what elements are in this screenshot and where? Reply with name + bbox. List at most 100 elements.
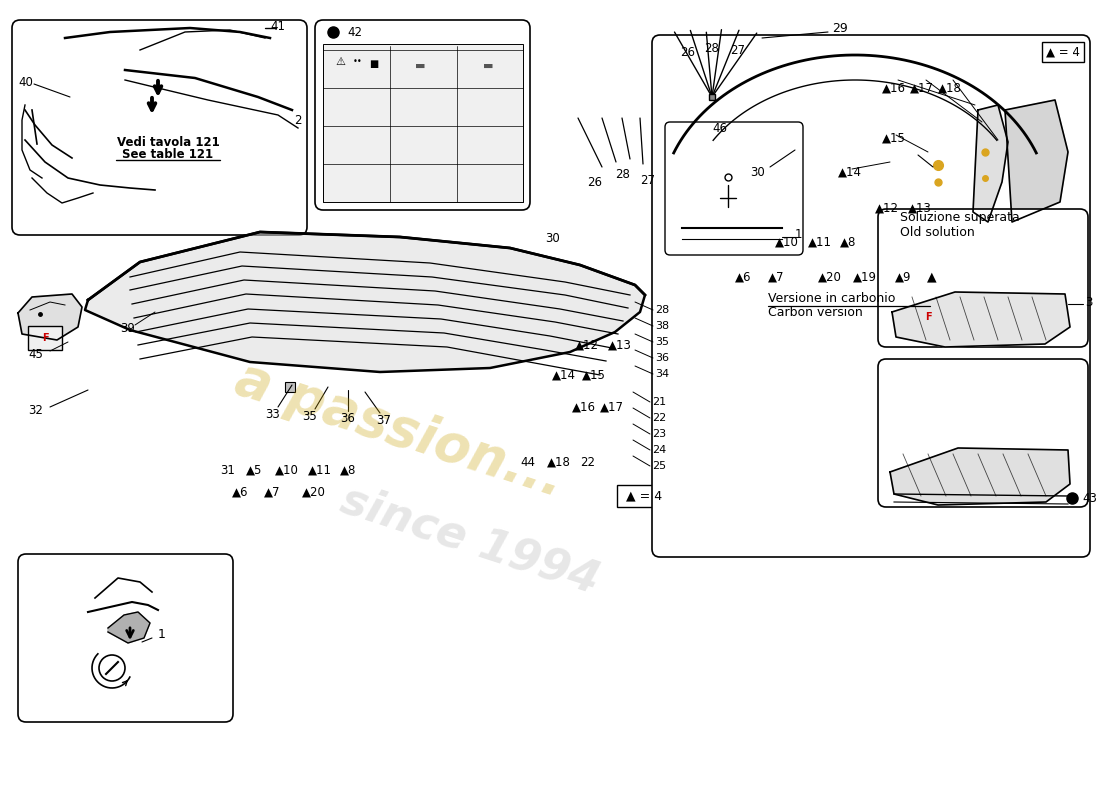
Text: ▲17: ▲17 [910, 82, 934, 94]
Text: Soluzione superata: Soluzione superata [900, 210, 1020, 223]
Text: a passion...: a passion... [229, 353, 571, 507]
Text: ⚠: ⚠ [336, 57, 345, 67]
Text: ▲5: ▲5 [246, 463, 263, 477]
Text: F: F [42, 333, 48, 343]
FancyBboxPatch shape [652, 35, 1090, 557]
Text: ▲20: ▲20 [302, 486, 326, 498]
Polygon shape [974, 105, 1008, 222]
Text: 36: 36 [654, 353, 669, 363]
Text: 41: 41 [271, 21, 286, 34]
Polygon shape [892, 292, 1070, 347]
Text: 2: 2 [295, 114, 301, 126]
Text: ▲16: ▲16 [572, 401, 596, 414]
Text: ■: ■ [370, 59, 378, 69]
Text: ▲6: ▲6 [735, 270, 751, 283]
Text: 30: 30 [750, 166, 766, 178]
Bar [28, 326, 62, 350]
Text: 36: 36 [341, 413, 355, 426]
Text: 28: 28 [654, 305, 669, 315]
Text: 44: 44 [520, 455, 536, 469]
Text: 1: 1 [158, 629, 166, 642]
Text: ▲14: ▲14 [552, 369, 576, 382]
Text: ••: •• [353, 58, 363, 66]
Text: ▲17: ▲17 [600, 401, 624, 414]
Text: ▬: ▬ [415, 61, 426, 71]
Text: 31: 31 [221, 463, 235, 477]
Bar [323, 44, 522, 202]
Text: ▲12: ▲12 [874, 202, 899, 214]
Text: 27: 27 [640, 174, 656, 186]
Text: ▲10: ▲10 [776, 235, 799, 249]
FancyBboxPatch shape [878, 359, 1088, 507]
Polygon shape [1005, 100, 1068, 222]
Bar [285, 382, 295, 392]
FancyBboxPatch shape [666, 122, 803, 255]
Text: ▲20: ▲20 [818, 270, 842, 283]
FancyBboxPatch shape [315, 20, 530, 210]
Text: 27: 27 [730, 43, 746, 57]
Text: ▲15: ▲15 [582, 369, 606, 382]
Text: ▲12: ▲12 [575, 338, 600, 351]
Text: 28: 28 [705, 42, 719, 54]
Polygon shape [108, 612, 150, 643]
Text: Vedi tavola 121: Vedi tavola 121 [117, 135, 219, 149]
Text: ▲ = 4: ▲ = 4 [1046, 46, 1080, 58]
Text: ▲10: ▲10 [275, 463, 299, 477]
Text: 32: 32 [28, 403, 43, 417]
Text: 25: 25 [652, 461, 667, 471]
Text: 45: 45 [28, 349, 43, 362]
Text: 21: 21 [652, 397, 667, 407]
Text: ▲11: ▲11 [808, 235, 832, 249]
Text: ▲7: ▲7 [768, 270, 784, 283]
Text: 37: 37 [376, 414, 392, 427]
Text: ▲ = 4: ▲ = 4 [626, 490, 662, 502]
Text: 46: 46 [713, 122, 727, 135]
Text: 3: 3 [1085, 295, 1092, 309]
Text: 35: 35 [654, 337, 669, 347]
Polygon shape [18, 294, 82, 340]
Text: 24: 24 [652, 445, 667, 455]
Text: 30: 30 [546, 231, 560, 245]
Text: ▲13: ▲13 [608, 338, 631, 351]
FancyBboxPatch shape [18, 554, 233, 722]
Text: F: F [925, 312, 932, 322]
Text: 39: 39 [120, 322, 135, 334]
Text: Carbon version: Carbon version [768, 306, 862, 318]
Text: ▲7: ▲7 [264, 486, 280, 498]
Text: ▲13: ▲13 [908, 202, 932, 214]
FancyBboxPatch shape [12, 20, 307, 235]
FancyBboxPatch shape [878, 209, 1088, 347]
Text: 23: 23 [652, 429, 667, 439]
Text: 43: 43 [1082, 491, 1097, 505]
Text: 26: 26 [587, 175, 603, 189]
Text: Old solution: Old solution [900, 226, 975, 238]
Text: Versione in carbonio: Versione in carbonio [768, 291, 895, 305]
Text: ▲19: ▲19 [852, 270, 877, 283]
Text: 28: 28 [616, 169, 630, 182]
Bar [617, 485, 672, 507]
Polygon shape [890, 448, 1070, 505]
Text: ▲15: ▲15 [882, 131, 906, 145]
Text: ▲18: ▲18 [547, 455, 571, 469]
Text: 33: 33 [265, 409, 280, 422]
Text: ▲8: ▲8 [340, 463, 356, 477]
Text: ▲11: ▲11 [308, 463, 332, 477]
Text: 34: 34 [654, 369, 669, 379]
Text: See table 121: See table 121 [122, 149, 213, 162]
Text: ▲18: ▲18 [938, 82, 961, 94]
Text: 22: 22 [652, 413, 667, 423]
Text: ▲14: ▲14 [838, 166, 862, 178]
Text: 40: 40 [18, 75, 33, 89]
Text: since 1994: since 1994 [336, 478, 605, 602]
Text: ▲: ▲ [927, 270, 937, 283]
Text: ▲8: ▲8 [840, 235, 857, 249]
Text: ▲9: ▲9 [895, 270, 912, 283]
Text: 35: 35 [302, 410, 318, 423]
Text: 42: 42 [346, 26, 362, 38]
Text: 38: 38 [654, 321, 669, 331]
Text: 29: 29 [832, 22, 848, 34]
Polygon shape [85, 232, 645, 372]
Text: 26: 26 [681, 46, 695, 58]
Bar [1042, 42, 1084, 62]
Text: 22: 22 [581, 455, 595, 469]
